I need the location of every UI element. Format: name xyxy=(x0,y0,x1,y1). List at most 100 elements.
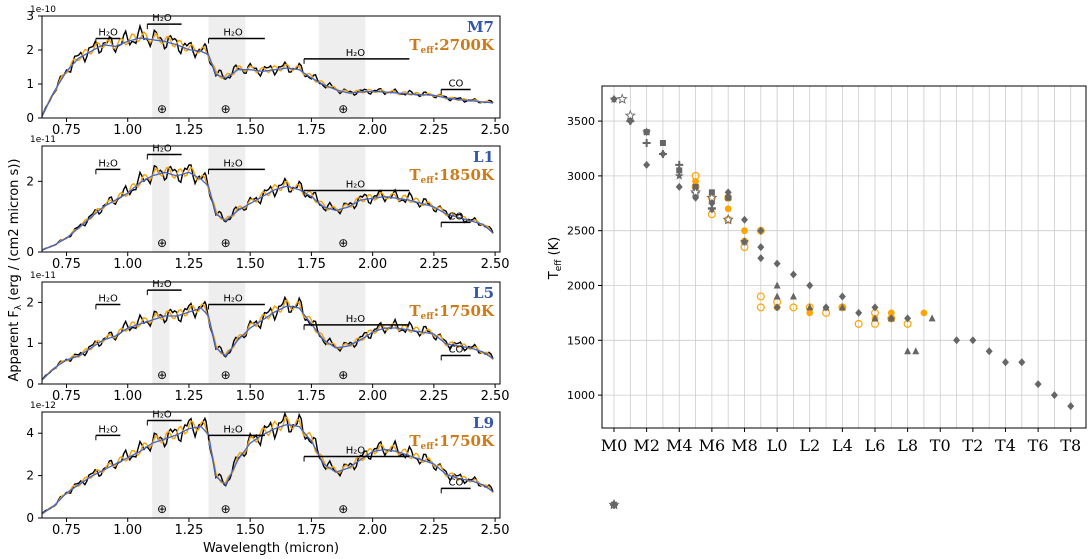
data-point-diamond xyxy=(610,95,618,104)
data-point-filled-circle xyxy=(724,205,732,213)
data-point-diamond xyxy=(969,336,977,345)
data-point-triangle xyxy=(806,303,814,311)
x-tick-label: 0.75 xyxy=(52,389,81,404)
teff-label-symbol: T xyxy=(409,432,421,450)
telluric-symbol: ⊕ xyxy=(338,368,348,382)
teff-label-symbol: T xyxy=(409,166,421,184)
telluric-symbol: ⊕ xyxy=(221,502,231,516)
teff-label-subscript: eff xyxy=(421,312,435,322)
y-axis-label-units: (erg / (cm2 micron s)) xyxy=(7,159,22,305)
y-tick-label: 2 xyxy=(26,174,34,188)
data-point-filled-circle xyxy=(920,309,928,317)
data-point-diamond xyxy=(871,303,879,312)
teff-label-value: :1850K xyxy=(434,166,495,184)
teff-label-value: :2700K xyxy=(434,36,495,54)
x-axis-label: Wavelength (micron) xyxy=(203,541,339,556)
data-point-plus xyxy=(675,160,684,169)
x-tick-label: 1.00 xyxy=(113,257,142,272)
x-tick-label: 2.25 xyxy=(419,257,448,272)
data-point-diamond xyxy=(757,243,765,252)
teff-plot: 1000 1500 2000 2500 3000 3500 M0 M2 M4 M6 M8 L0 L2 L4… xyxy=(567,85,1087,510)
x-tick-label: 1.50 xyxy=(236,523,265,538)
data-point-triangle xyxy=(912,347,920,355)
data-point-filled-circle xyxy=(692,177,699,185)
telluric-symbol: ⊕ xyxy=(157,368,167,382)
feature-label: H₂O xyxy=(152,143,172,154)
y-tick-label: 0 xyxy=(26,377,34,391)
bestmodel-spectrum xyxy=(41,415,494,515)
panel-frame xyxy=(41,411,501,519)
data-point-open-star xyxy=(722,213,734,225)
observed-spectrum xyxy=(41,295,494,381)
teff-label-subscript: eff xyxy=(421,442,435,452)
data-point-diamond xyxy=(724,188,732,197)
data-point-star xyxy=(674,171,684,180)
x-tick-label: 2.25 xyxy=(419,389,448,404)
telluric-symbol: ⊕ xyxy=(338,102,348,116)
feature-label: H₂O xyxy=(98,424,118,435)
feature-label: H₂O xyxy=(223,27,243,38)
btsettl-spectrum xyxy=(41,423,494,515)
data-point-diamond xyxy=(643,128,651,137)
y-tick-label: 1500 xyxy=(567,334,595,347)
y-tick-label: 3000 xyxy=(567,170,595,183)
btsettl-spectrum xyxy=(41,171,494,251)
x-tick-label: 0.75 xyxy=(52,523,81,538)
telluric-symbol: ⊕ xyxy=(221,368,231,382)
data-point-diamond xyxy=(1050,391,1058,400)
telluric-symbol: ⊕ xyxy=(157,236,167,250)
x-tick-label: 2.50 xyxy=(481,523,510,538)
y-tick-label: 1 xyxy=(26,336,34,350)
x-tick-label: T0 xyxy=(930,436,951,455)
x-tick-label: 2.00 xyxy=(358,123,387,138)
data-point-diamond xyxy=(1018,358,1026,367)
x-tick-label: 2.50 xyxy=(481,123,510,138)
y-tick-label: 2 xyxy=(26,43,34,57)
data-point-diamond xyxy=(904,314,912,323)
feature-label: H₂O xyxy=(223,424,243,435)
feature-label: H₂O xyxy=(98,293,118,304)
x-tick-label: M6 xyxy=(699,436,726,455)
data-point-open-circle xyxy=(756,292,765,301)
x-tick-label: L4 xyxy=(832,436,853,455)
x-tick-label: 1.50 xyxy=(236,123,265,138)
teff-label: Teff:1750K xyxy=(409,302,495,322)
x-tick-label: 1.00 xyxy=(113,523,142,538)
x-tick-label: 1.75 xyxy=(297,523,326,538)
data-point-diamond xyxy=(822,303,830,312)
teff-spectral-type-chart: 1000 1500 2000 2500 3000 3500 M0 M2 M4 M6 M8 L0 L2 L4… xyxy=(547,85,1087,510)
x-tick-label: 1.00 xyxy=(113,389,142,404)
telluric-symbol: ⊕ xyxy=(338,236,348,250)
x-tick-label: 1.25 xyxy=(174,523,203,538)
y-axis-label-main: T xyxy=(547,271,562,280)
y-axis-label: Apparent Fλ (erg / (cm2 micron s)) xyxy=(7,159,24,382)
feature-label: H₂O xyxy=(346,180,366,191)
bestmodel-spectrum xyxy=(41,298,494,381)
scale-label: 1e-10 xyxy=(30,5,56,15)
data-point-filled-circle xyxy=(741,227,748,235)
data-point-diamond xyxy=(740,215,748,224)
x-tick-label: 2.00 xyxy=(358,389,387,404)
data-point-diamond xyxy=(773,259,781,268)
data-point-triangle xyxy=(773,281,781,289)
spectral-type-label: M7 xyxy=(467,18,494,36)
x-tick-label: 1.75 xyxy=(297,257,326,272)
data-point-diamond xyxy=(757,254,765,263)
y-tick-label: 0 xyxy=(26,245,34,259)
x-tick-label: 1.00 xyxy=(113,123,142,138)
data-point-diamond xyxy=(757,226,765,235)
feature-label: CO xyxy=(448,78,463,89)
btsettl-spectrum xyxy=(41,37,494,117)
feature-label: H₂O xyxy=(223,293,243,304)
y-axis-label-units: (K) xyxy=(547,237,562,260)
feature-label: H₂O xyxy=(98,158,118,169)
feature-label: H₂O xyxy=(346,48,366,59)
data-point-diamond xyxy=(789,270,797,279)
spectrum-panel-l5: H₂O H₂O H₂O H₂O CO ⊕ ⊕ ⊕ 0 1 2 0.75 1.00 1.25 1.50 1.75… xyxy=(26,271,509,404)
x-tick-label: T4 xyxy=(995,436,1016,455)
x-tick-label: L2 xyxy=(799,436,820,455)
data-point-triangle xyxy=(838,303,846,311)
data-point-diamond xyxy=(887,314,895,323)
panel-frame xyxy=(41,281,501,385)
data-point-square xyxy=(725,194,732,201)
